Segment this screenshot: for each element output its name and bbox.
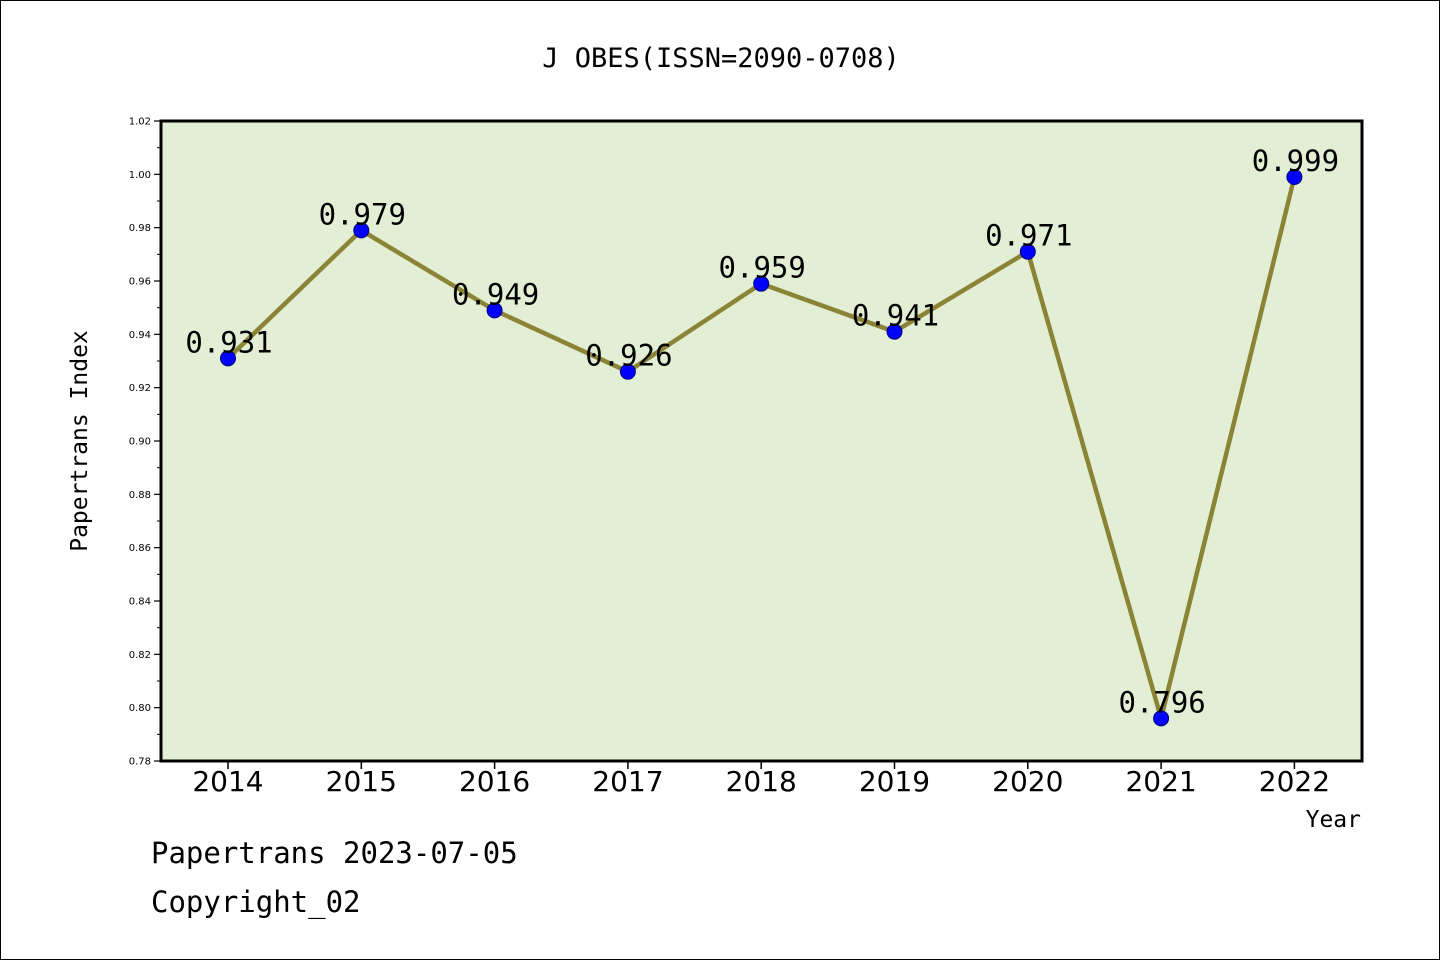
y-tick-label: 0.82 bbox=[129, 650, 151, 661]
y-tick-label: 0.78 bbox=[129, 757, 151, 768]
y-tick-label: 0.84 bbox=[129, 597, 151, 608]
data-point bbox=[220, 350, 236, 367]
data-point bbox=[1286, 169, 1303, 185]
y-tick-label: 0.88 bbox=[129, 490, 151, 501]
data-label: 0.959 bbox=[719, 251, 806, 285]
y-tick-label: 0.90 bbox=[129, 437, 151, 448]
x-tick-label: 2018 bbox=[726, 765, 797, 798]
x-tick-label: 2019 bbox=[859, 765, 930, 798]
data-point bbox=[353, 222, 370, 239]
y-tick-label: 0.98 bbox=[129, 223, 151, 234]
data-label: 0.999 bbox=[1252, 144, 1339, 178]
footer-date-text: Papertrans 2023-07-05 bbox=[151, 836, 518, 870]
data-point bbox=[753, 275, 770, 292]
data-point bbox=[886, 323, 903, 340]
data-label: 0.971 bbox=[985, 219, 1072, 253]
y-tick-label: 0.86 bbox=[129, 543, 151, 554]
chart-title: J OBES(ISSN=2090-0708) bbox=[542, 43, 900, 74]
data-label: 0.949 bbox=[452, 277, 539, 311]
footer-copyright-text: Copyright_02 bbox=[151, 885, 361, 919]
y-tick-label: 0.94 bbox=[129, 330, 151, 341]
x-tick-label: 2021 bbox=[1125, 765, 1196, 798]
data-point bbox=[486, 302, 503, 319]
x-axis-ticks: 2014 2015 2016 2017 2018 2019 2020 2021 2022 bbox=[192, 761, 1330, 798]
data-point bbox=[1153, 710, 1170, 727]
x-tick-label: 2017 bbox=[592, 765, 663, 798]
y-tick-label: 0.96 bbox=[129, 277, 151, 288]
x-axis-label: Year bbox=[1306, 807, 1361, 833]
data-label: 0.926 bbox=[585, 339, 672, 373]
x-tick-label: 2014 bbox=[192, 765, 263, 798]
y-axis-ticks: 0.78 0.80 0.82 0.84 0.86 0.88 0.90 0.92 0.94 0.96… bbox=[129, 117, 161, 768]
x-tick-label: 2015 bbox=[326, 765, 397, 798]
data-label: 0.941 bbox=[852, 299, 939, 333]
y-tick-label: 1.00 bbox=[129, 170, 151, 181]
x-tick-label: 2016 bbox=[459, 765, 530, 798]
data-label: 0.979 bbox=[319, 197, 406, 231]
x-tick-label: 2020 bbox=[992, 765, 1063, 798]
y-tick-label: 1.02 bbox=[129, 117, 151, 128]
data-point bbox=[619, 363, 636, 380]
x-tick-label: 2022 bbox=[1259, 765, 1330, 798]
data-label: 0.931 bbox=[185, 325, 272, 359]
y-axis-label: Papertrans Index bbox=[67, 330, 93, 552]
y-tick-label: 0.92 bbox=[129, 383, 151, 394]
y-tick-label: 0.80 bbox=[129, 703, 151, 714]
series-layer: 0.931 0.979 0.949 0.926 0.959 0.941 0.971 0.796… bbox=[185, 144, 1339, 727]
data-point bbox=[1019, 243, 1036, 260]
data-label: 0.796 bbox=[1118, 685, 1205, 719]
